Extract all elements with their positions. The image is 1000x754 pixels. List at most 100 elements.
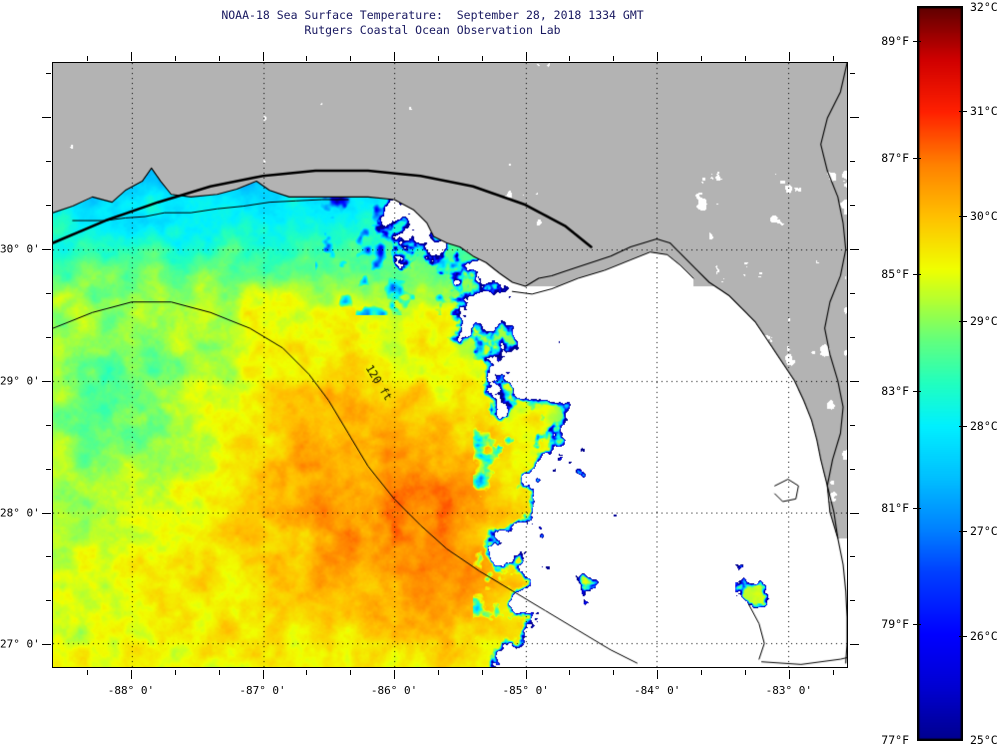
x-axis-tick bbox=[657, 670, 658, 679]
sst-map-panel[interactable] bbox=[52, 62, 848, 668]
colorbar-tick-fahrenheit bbox=[913, 624, 921, 625]
colorbar-tick-celsius bbox=[959, 321, 967, 322]
x-axis-tick bbox=[263, 670, 264, 679]
colorbar-label-fahrenheit: 83°F bbox=[881, 384, 909, 399]
colorbar-label-fahrenheit: 81°F bbox=[881, 500, 909, 515]
chart-title: NOAA-18 Sea Surface Temperature: Septemb… bbox=[0, 8, 865, 38]
y-axis-label: 30° 0' bbox=[0, 242, 40, 256]
colorbar-tick-celsius bbox=[959, 426, 967, 427]
colorbar-label-celsius: 28°C bbox=[970, 419, 998, 433]
y-axis-tick bbox=[850, 205, 855, 206]
x-axis-tick bbox=[701, 670, 702, 675]
colorbar-label-fahrenheit: 87°F bbox=[881, 150, 909, 165]
colorbar-label-fahrenheit: 79°F bbox=[881, 617, 909, 632]
x-axis-label: -84° 0' bbox=[634, 684, 681, 697]
y-axis-label: 29° 0' bbox=[0, 374, 40, 388]
y-axis-tick bbox=[42, 381, 51, 382]
x-axis-tick bbox=[219, 670, 220, 675]
x-axis-tick bbox=[350, 670, 351, 675]
y-axis-tick bbox=[46, 205, 51, 206]
y-axis-tick bbox=[42, 513, 51, 514]
x-axis-tick bbox=[789, 52, 790, 61]
x-axis-tick bbox=[569, 56, 570, 61]
x-axis-tick bbox=[175, 670, 176, 675]
title-line-2: Rutgers Coastal Ocean Observation Lab bbox=[304, 23, 561, 37]
x-axis-tick bbox=[745, 670, 746, 675]
colorbar-tick-fahrenheit bbox=[913, 508, 921, 509]
x-axis-tick bbox=[526, 52, 527, 61]
y-axis-tick bbox=[850, 469, 855, 470]
colorbar-gradient bbox=[917, 6, 963, 741]
x-axis-tick bbox=[657, 52, 658, 61]
colorbar-label-celsius: 30°C bbox=[970, 209, 998, 223]
x-axis-tick bbox=[701, 56, 702, 61]
title-line-1: NOAA-18 Sea Surface Temperature: Septemb… bbox=[221, 8, 644, 22]
x-axis-tick bbox=[482, 670, 483, 675]
x-axis-tick bbox=[482, 56, 483, 61]
x-axis-tick bbox=[263, 52, 264, 61]
x-axis-tick bbox=[833, 56, 834, 61]
colorbar-label-fahrenheit: 77°F bbox=[881, 733, 909, 747]
y-axis-tick bbox=[850, 600, 855, 601]
y-axis-tick bbox=[850, 556, 855, 557]
colorbar-label-celsius: 32°C bbox=[970, 0, 998, 14]
y-axis-tick bbox=[46, 161, 51, 162]
y-axis-tick bbox=[42, 249, 51, 250]
x-axis-tick bbox=[745, 56, 746, 61]
y-axis-tick bbox=[46, 600, 51, 601]
colorbar-tick-fahrenheit bbox=[913, 41, 921, 42]
colorbar-label-celsius: 25°C bbox=[970, 733, 998, 747]
y-axis-tick bbox=[850, 513, 859, 514]
x-axis-tick bbox=[219, 56, 220, 61]
x-axis-label: -86° 0' bbox=[370, 684, 418, 697]
sst-raster-canvas bbox=[53, 63, 847, 667]
y-axis-tick bbox=[46, 556, 51, 557]
y-axis-tick bbox=[46, 337, 51, 338]
y-axis-tick bbox=[42, 117, 51, 118]
colorbar-tick-fahrenheit bbox=[913, 274, 921, 275]
colorbar-tick-fahrenheit bbox=[913, 391, 921, 392]
x-axis-tick bbox=[306, 56, 307, 61]
y-axis-tick bbox=[850, 337, 855, 338]
colorbar-label-celsius: 31°C bbox=[970, 104, 998, 118]
x-axis-tick bbox=[394, 670, 395, 679]
x-axis-tick bbox=[131, 670, 132, 679]
colorbar-label-celsius: 27°C bbox=[970, 524, 998, 538]
x-axis-tick bbox=[131, 52, 132, 61]
x-axis-tick bbox=[438, 56, 439, 61]
colorbar-tick-celsius bbox=[959, 531, 967, 532]
y-axis-tick bbox=[850, 249, 859, 250]
y-axis-tick bbox=[850, 161, 855, 162]
x-axis-tick bbox=[394, 52, 395, 61]
x-axis-label: -83° 0' bbox=[765, 684, 812, 697]
colorbar-tick-celsius bbox=[959, 216, 967, 217]
x-axis-tick bbox=[87, 670, 88, 675]
x-axis-tick bbox=[789, 670, 790, 679]
colorbar-panel bbox=[917, 6, 963, 741]
x-axis-label: -88° 0' bbox=[107, 684, 155, 697]
y-axis-tick bbox=[850, 644, 859, 645]
colorbar-label-fahrenheit: 85°F bbox=[881, 267, 909, 282]
colorbar-label-fahrenheit: 89°F bbox=[881, 33, 909, 48]
x-axis-label: -85° 0' bbox=[502, 684, 549, 697]
x-axis-tick bbox=[833, 670, 834, 675]
y-axis-tick bbox=[850, 425, 855, 426]
colorbar-label-celsius: 26°C bbox=[970, 629, 998, 643]
x-axis-tick bbox=[87, 56, 88, 61]
colorbar-tick-fahrenheit bbox=[913, 158, 921, 159]
colorbar-tick-celsius bbox=[959, 111, 967, 112]
colorbar-tick-celsius bbox=[959, 636, 967, 637]
y-axis-tick bbox=[850, 73, 855, 74]
x-axis-tick bbox=[438, 670, 439, 675]
x-axis-tick bbox=[306, 670, 307, 675]
y-axis-label: 28° 0' bbox=[0, 506, 40, 520]
y-axis-tick bbox=[46, 293, 51, 294]
x-axis-tick bbox=[175, 56, 176, 61]
colorbar-label-celsius: 29°C bbox=[970, 314, 998, 328]
y-axis-tick bbox=[46, 73, 51, 74]
y-axis-tick bbox=[46, 425, 51, 426]
y-axis-label: 27° 0' bbox=[0, 637, 40, 651]
x-axis-tick bbox=[613, 670, 614, 675]
x-axis-tick bbox=[526, 670, 527, 679]
y-axis-tick bbox=[850, 117, 859, 118]
